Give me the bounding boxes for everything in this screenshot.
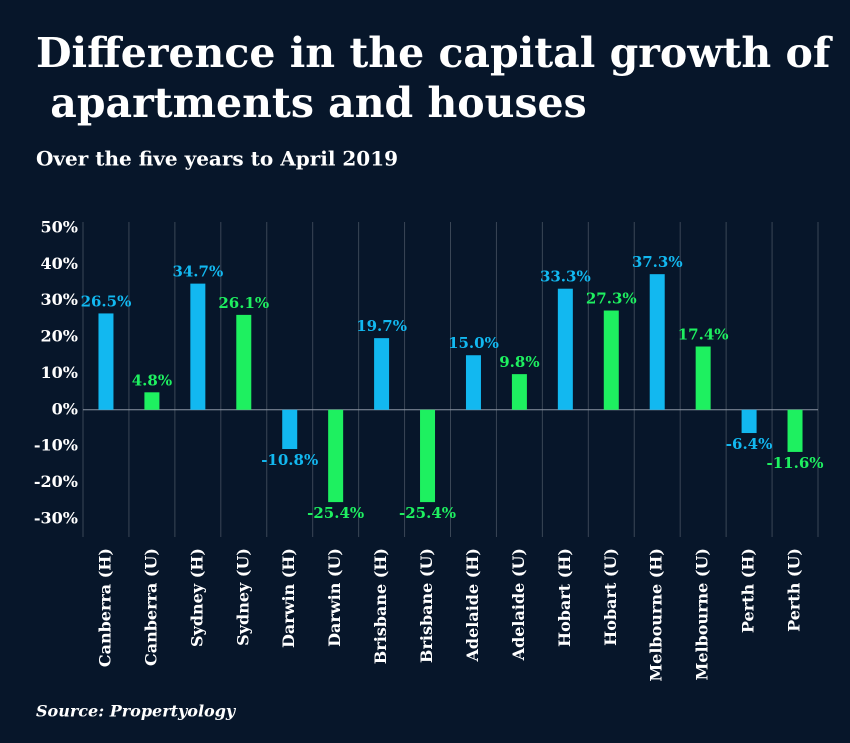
value-label: -10.8% bbox=[261, 451, 318, 469]
value-label: 27.3% bbox=[586, 290, 637, 308]
value-label: 26.1% bbox=[218, 294, 269, 312]
bar bbox=[190, 283, 206, 410]
value-label: -11.6% bbox=[767, 454, 824, 472]
bar bbox=[374, 338, 390, 410]
x-tick-label: Melbourne (U) bbox=[693, 548, 712, 680]
source: Source: Propertyology bbox=[36, 702, 237, 721]
bar bbox=[557, 288, 573, 410]
value-label: -6.4% bbox=[726, 435, 773, 453]
bar bbox=[282, 409, 298, 450]
x-tick-label: Canberra (H) bbox=[95, 548, 114, 667]
value-label: 37.3% bbox=[632, 253, 683, 271]
x-tick-label: Darwin (H) bbox=[279, 548, 298, 648]
bar bbox=[649, 274, 665, 410]
bar bbox=[511, 374, 527, 410]
y-tick-label: -10% bbox=[34, 436, 78, 455]
value-label: 26.5% bbox=[81, 292, 132, 310]
x-tick-label: Melbourne (H) bbox=[647, 548, 666, 682]
value-label: 34.7% bbox=[172, 263, 223, 281]
x-tick-label: Canberra (U) bbox=[141, 548, 160, 666]
value-label: -25.4% bbox=[307, 504, 364, 522]
x-tick-label: Sydney (U) bbox=[233, 548, 252, 646]
y-tick-label: 50% bbox=[41, 218, 78, 237]
x-tick-label: Sydney (H) bbox=[187, 548, 206, 647]
x-tick-label: Hobart (U) bbox=[601, 548, 620, 646]
y-tick-label: 20% bbox=[41, 327, 78, 346]
bar bbox=[603, 310, 619, 410]
x-tick-label: Darwin (U) bbox=[325, 548, 344, 647]
value-label: 4.8% bbox=[132, 371, 172, 389]
y-tick-label: 40% bbox=[41, 254, 78, 273]
value-label: 17.4% bbox=[678, 326, 729, 344]
chart-title: Difference in the capital growth of apar… bbox=[36, 29, 833, 127]
bar bbox=[328, 409, 344, 503]
x-tick-label: Brisbane (U) bbox=[417, 548, 436, 663]
bar bbox=[741, 409, 757, 434]
bar bbox=[465, 355, 481, 410]
x-tick-label: Brisbane (H) bbox=[371, 548, 390, 664]
bar bbox=[420, 409, 436, 503]
x-tick-label: Adelaide (U) bbox=[509, 548, 528, 661]
value-label: -25.4% bbox=[399, 504, 456, 522]
y-tick-label: 0% bbox=[52, 399, 78, 418]
x-tick-label: Perth (U) bbox=[785, 548, 804, 632]
bar bbox=[236, 314, 252, 410]
x-tick-label: Perth (H) bbox=[739, 548, 758, 633]
bar bbox=[144, 392, 160, 410]
value-label: 15.0% bbox=[448, 334, 499, 352]
bar bbox=[787, 409, 803, 452]
x-tick-label: Hobart (H) bbox=[555, 548, 574, 647]
x-tick-label: Adelaide (H) bbox=[463, 548, 482, 663]
value-label: 9.8% bbox=[499, 353, 539, 371]
bar bbox=[98, 313, 114, 410]
y-tick-label: -30% bbox=[34, 508, 78, 527]
y-tick-label: 30% bbox=[41, 290, 78, 309]
value-label: 19.7% bbox=[356, 317, 407, 335]
y-tick-label: 10% bbox=[41, 363, 78, 382]
value-label: 33.3% bbox=[540, 268, 591, 286]
y-tick-label: -20% bbox=[34, 472, 78, 491]
chart-subtitle: Over the five years to April 2019 bbox=[36, 147, 398, 171]
bar bbox=[695, 346, 711, 410]
